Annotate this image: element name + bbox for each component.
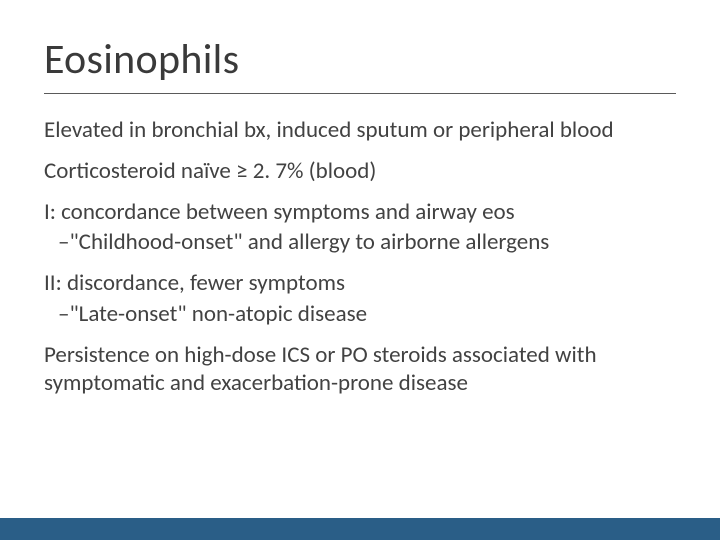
- body-line-2: Corticosteroid naïve ≥ 2. 7% (blood): [44, 157, 676, 186]
- body-line-3: I: concordance between symptoms and airw…: [44, 198, 676, 227]
- body-line-3-sub: –"Childhood-onset" and allergy to airbor…: [44, 228, 676, 257]
- body-line-5: Persistence on high-dose ICS or PO stero…: [44, 341, 676, 399]
- slide: Eosinophils Elevated in bronchial bx, in…: [0, 0, 720, 540]
- body-line-1: Elevated in bronchial bx, induced sputum…: [44, 116, 676, 145]
- slide-body: Elevated in bronchial bx, induced sputum…: [44, 116, 676, 398]
- body-line-4: II: discordance, fewer symptoms: [44, 269, 676, 298]
- body-line-4-sub: –"Late-onset" non-atopic disease: [44, 300, 676, 329]
- footer-bar: [0, 518, 720, 540]
- slide-title: Eosinophils: [44, 34, 676, 94]
